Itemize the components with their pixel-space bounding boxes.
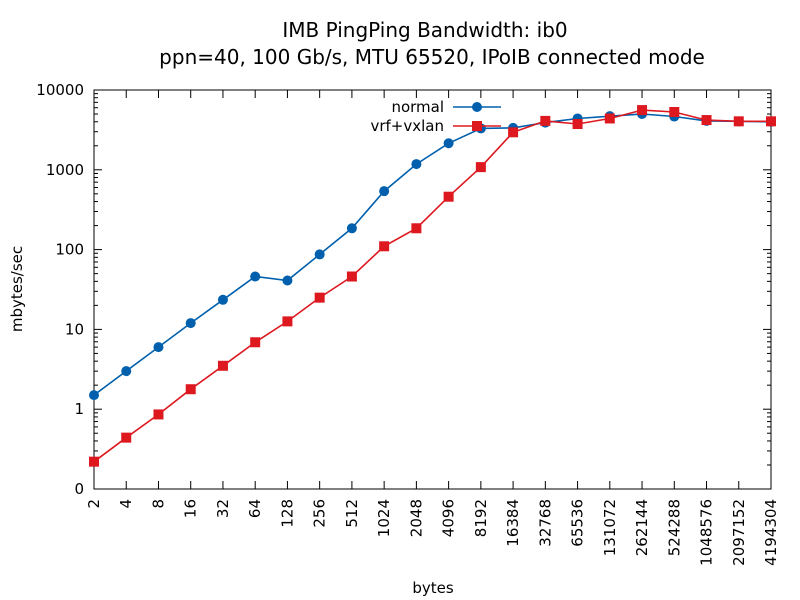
data-point [443, 191, 454, 202]
x-axis: 2 4 8 16 32 64 128 256 512 1024 2048 4096 8192 16384 3… [85, 90, 780, 566]
x-tick-label: 4096 [440, 499, 458, 537]
legend-label: vrf+vxlan [370, 117, 444, 135]
series-line [93, 109, 771, 463]
x-tick-label: 8 [149, 499, 167, 509]
data-point [411, 223, 422, 234]
x-axis-label: bytes [412, 579, 454, 597]
data-point [153, 409, 164, 420]
x-tick-label: 512 [343, 499, 361, 528]
x-tick-label: 1048576 [698, 499, 716, 566]
data-point [153, 342, 164, 353]
data-point [572, 118, 583, 129]
chart-subtitle: ppn=40, 100 Gb/s, MTU 65520, IPoIB conne… [159, 45, 705, 69]
data-point [346, 223, 357, 234]
data-point [217, 294, 228, 305]
data-point [475, 162, 486, 173]
y-axis: 0 1 10 100 1000 10000 [36, 81, 771, 498]
data-point [379, 186, 390, 197]
data-point [282, 275, 293, 286]
data-point [282, 316, 293, 327]
y-tick-label: 1 [74, 400, 84, 418]
data-point [250, 337, 261, 348]
x-tick-label: 131072 [601, 499, 619, 556]
y-axis-label: mbytes/sec [8, 246, 26, 332]
y-tick-label: 10000 [36, 81, 84, 99]
x-tick-label: 4 [117, 499, 135, 509]
legend-marker [472, 121, 482, 131]
legend-marker [472, 102, 482, 112]
legend-label: normal [391, 98, 444, 116]
x-tick-label: 16 [182, 499, 200, 518]
series-vrf-vxlan [89, 105, 776, 467]
x-tick-label: 8192 [472, 499, 490, 537]
y-tick-label: 1000 [46, 161, 84, 179]
plot-area-frame [93, 89, 772, 490]
data-point [217, 360, 228, 371]
chart-title: IMB PingPing Bandwidth: ib0 [282, 18, 567, 42]
data-point [314, 292, 325, 303]
x-tick-label: 65536 [569, 499, 587, 547]
x-tick-label: 1024 [375, 499, 393, 537]
x-tick-label: 32768 [536, 499, 554, 547]
data-point [89, 456, 99, 467]
data-point [314, 249, 325, 260]
x-tick-label: 16384 [504, 499, 522, 547]
data-point [89, 390, 99, 401]
data-point [766, 116, 776, 127]
data-point [411, 159, 422, 170]
data-point [185, 318, 196, 329]
x-tick-label: 524288 [665, 499, 683, 556]
data-point [250, 271, 261, 282]
data-point [604, 113, 615, 124]
data-point [443, 138, 454, 149]
data-point [669, 107, 680, 118]
data-point [185, 384, 196, 395]
data-point [508, 127, 519, 138]
data-point [121, 432, 132, 443]
data-point [379, 241, 390, 252]
x-tick-label: 32 [214, 499, 232, 518]
data-point [637, 105, 648, 116]
data-point [346, 271, 357, 282]
series-line [93, 113, 772, 396]
x-tick-label: 4194304 [762, 499, 780, 566]
x-tick-label: 64 [246, 499, 264, 518]
data-point [121, 366, 132, 377]
series-layer [89, 105, 776, 467]
data-point [733, 116, 744, 127]
data-point [540, 115, 551, 126]
series-normal [89, 109, 776, 401]
y-tick-label: 100 [55, 241, 84, 259]
x-tick-label: 2048 [407, 499, 425, 537]
data-point [701, 115, 712, 126]
x-tick-label: 2 [85, 499, 103, 509]
x-tick-label: 256 [311, 499, 329, 528]
x-tick-label: 128 [278, 499, 296, 528]
y-tick-label: 10 [65, 320, 84, 338]
x-tick-label: 262144 [633, 499, 651, 556]
x-tick-label: 2097152 [730, 499, 748, 566]
y-tick-label: 0 [74, 480, 84, 498]
